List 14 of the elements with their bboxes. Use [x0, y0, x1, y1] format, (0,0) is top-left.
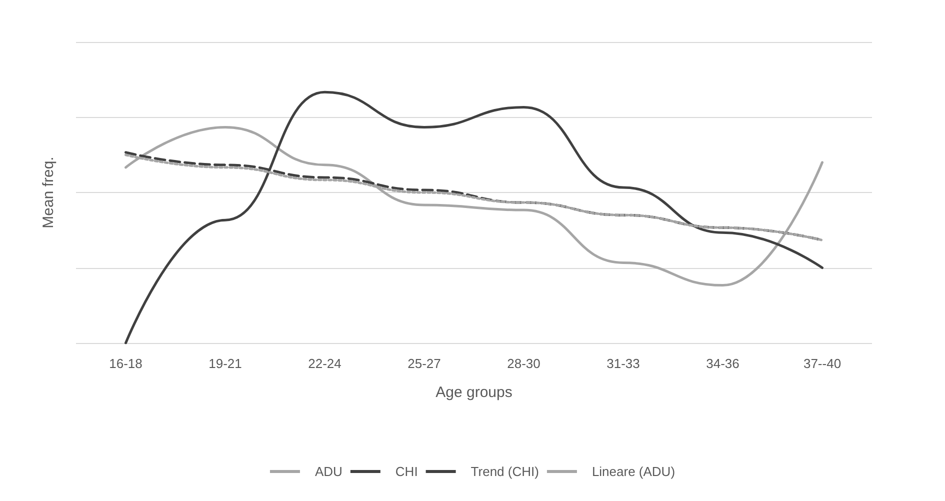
- legend-label: Trend (CHI): [470, 464, 539, 479]
- x-tick-label: 34-36: [706, 356, 740, 371]
- x-tick-label: 28-30: [507, 356, 540, 371]
- x-tick-label: 37--40: [803, 356, 842, 371]
- legend-label: CHI: [395, 464, 418, 479]
- legend-label: Lineare (ADU): [592, 464, 676, 479]
- x-tick-label: 25-27: [408, 356, 441, 371]
- y-axis-title: Mean freq.: [40, 156, 57, 228]
- x-axis-title: Age groups: [436, 384, 512, 401]
- x-tick-label: 22-24: [308, 356, 342, 371]
- legend-label: ADU: [314, 464, 342, 479]
- x-tick-label: 19-21: [208, 356, 242, 371]
- x-tick-label: 31-33: [606, 356, 640, 371]
- x-tick-label: 16-18: [109, 356, 142, 371]
